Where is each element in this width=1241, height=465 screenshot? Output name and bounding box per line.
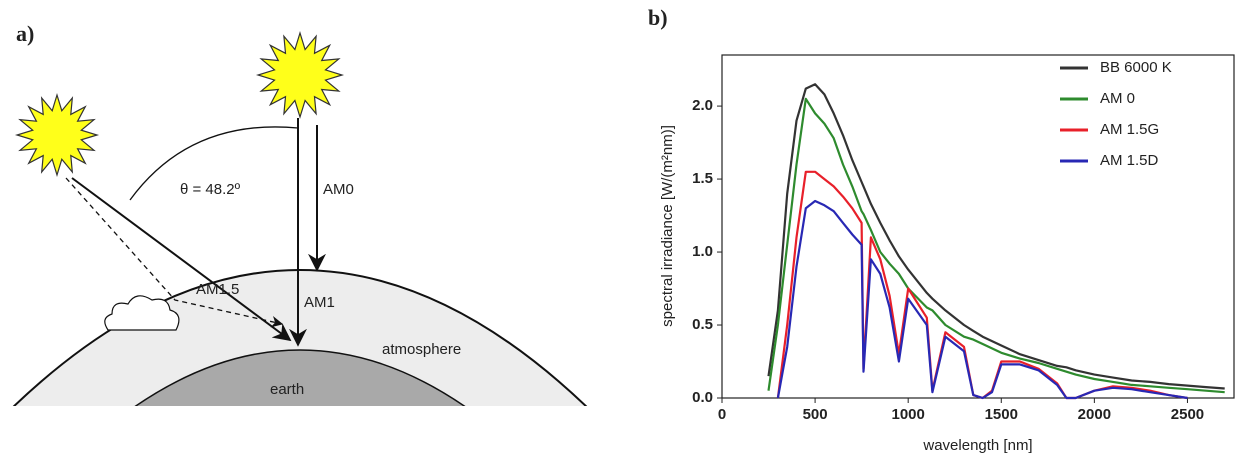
y-tick-label: 1.5 (692, 170, 713, 187)
y-axis-label: spectral irradiance [W/(m²nm)] (659, 125, 676, 327)
legend-label: AM 0 (1100, 90, 1135, 107)
panel-label: b) (648, 5, 668, 30)
y-tick-label: 0.0 (692, 389, 713, 406)
panel-label: a) (16, 21, 34, 46)
y-tick-label: 1.0 (692, 243, 713, 260)
sun (255, 30, 345, 120)
series-line (776, 170, 1188, 400)
cloud (104, 295, 180, 331)
x-axis-label: wavelength [nm] (922, 437, 1032, 454)
plot-frame (721, 54, 1235, 399)
atmosphere-label: atmosphere (382, 341, 461, 358)
legend-label: AM 1.5G (1100, 121, 1159, 138)
ray-label: AM1.5 (196, 281, 239, 298)
x-tick-label: 1000 (891, 406, 924, 423)
am15-ray (71, 177, 292, 342)
x-tick-label: 2500 (1171, 406, 1204, 423)
suns (14, 30, 345, 178)
x-tick-label: 0 (718, 406, 726, 423)
panel-a: a) θ = 48.2º AM0 AM1 AM1.5 atmosphere ea… (12, 21, 588, 406)
earth-label: earth (270, 381, 304, 398)
panel-b: b) wavelength [nm] spectral irradiance [… (648, 5, 1235, 454)
ray-label: AM1 (304, 294, 335, 311)
y-tick-label: 2.0 (692, 97, 713, 114)
ray-label: AM0 (323, 181, 354, 198)
diffuse-ray (65, 177, 284, 328)
earth (134, 349, 466, 406)
x-tick-label: 500 (803, 406, 828, 423)
x-tick-label: 1500 (985, 406, 1018, 423)
angle-label: θ = 48.2º (180, 181, 241, 198)
sun (14, 92, 100, 178)
x-tick-label: 2000 (1078, 406, 1111, 423)
legend-label: BB 6000 K (1100, 59, 1172, 76)
series-line (776, 199, 1188, 400)
legend-label: AM 1.5D (1100, 152, 1159, 169)
angle-arc (129, 126, 299, 201)
series-line (767, 97, 1225, 394)
series-line (767, 83, 1225, 390)
y-tick-label: 0.5 (692, 316, 713, 333)
